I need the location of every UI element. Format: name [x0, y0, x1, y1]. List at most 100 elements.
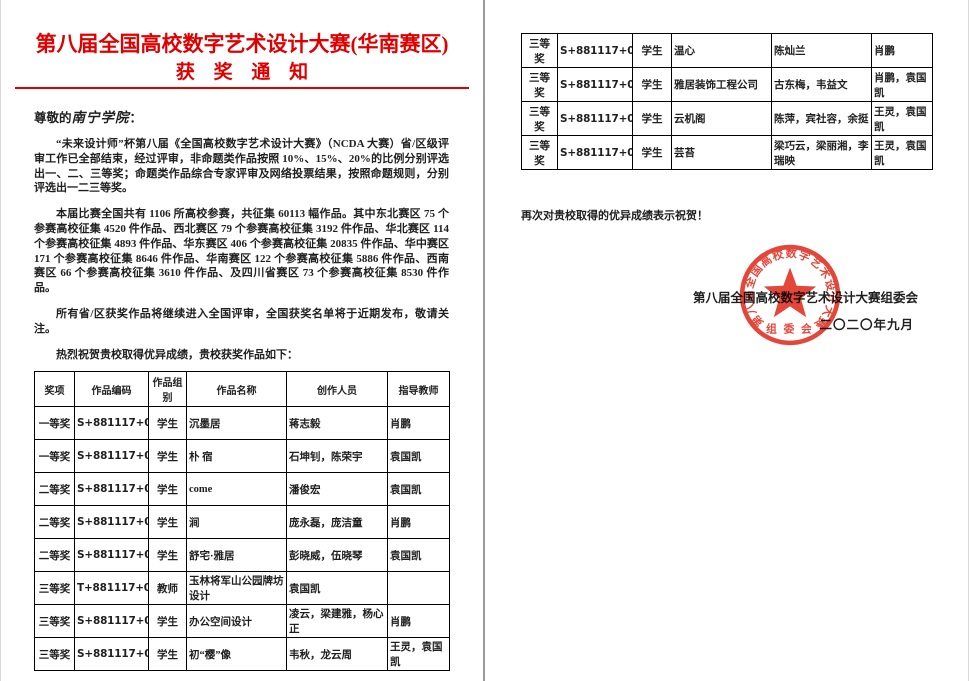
creators-cell: 庞永磊，庞洁童 — [286, 505, 388, 540]
advisor-cell: 肖鹏 — [387, 505, 450, 540]
group-cell: 学生 — [148, 604, 187, 639]
advisor-cell: 肖鹏，袁国凯 — [871, 67, 933, 102]
award-cell: 三等奖 — [34, 571, 75, 606]
table-row: 二等奖 S+881117+03+001 学生 涧 庞永磊，庞洁童 肖鹏 — [34, 505, 450, 540]
code-cell: S+881117+03+034 — [557, 33, 633, 68]
code-cell: S+881117+03+039 — [74, 472, 149, 507]
seal-bottom-text: 组 委 会 — [766, 323, 814, 336]
award-cell: 三等奖 — [34, 637, 75, 672]
group-cell: 学生 — [148, 505, 187, 540]
body-paragraph-1: “未来设计师”杯第八届《全国高校数字艺术设计大赛》（NCDA 大赛）省/区级评审… — [34, 138, 449, 195]
award-cell: 三等奖 — [34, 604, 75, 639]
title-underline — [15, 87, 469, 89]
title-cell: 云机阁 — [671, 101, 772, 136]
award-cell: 二等奖 — [34, 472, 75, 507]
body-paragraph-2: 本届比赛全国共有 1106 所高校参赛，共征集 60113 幅作品。其中东北赛区… — [34, 208, 449, 295]
title-cell: 雅居装饰工程公司 — [671, 67, 772, 102]
salutation: 尊敬的南宁学院： — [34, 106, 449, 126]
award-cell: 二等奖 — [34, 505, 75, 540]
table-row: 三等奖 S+881117+01+004 学生 云机阁 陈萍，宾社容，余挺 王灵，… — [521, 101, 933, 136]
page-right: 三等奖 S+881117+03+034 学生 温心 陈灿兰 肖鹏 三等奖 S+8… — [485, 0, 969, 681]
creators-cell: 潘俊宏 — [286, 472, 388, 507]
code-cell: S+881117+03+021 — [74, 538, 149, 573]
group-cell: 学生 — [148, 439, 187, 474]
page-title: 第八届全国高校数字艺术设计大赛(华南赛区) — [35, 32, 449, 56]
creators-cell: 古东梅，韦益文 — [771, 67, 872, 102]
advisor-cell: 袁国凯 — [387, 538, 450, 573]
award-cell: 一等奖 — [34, 439, 75, 474]
page-separator — [483, 0, 485, 681]
signature-date: 二〇二〇年九月 — [819, 318, 914, 332]
award-cell: 二等奖 — [34, 538, 75, 573]
header-award: 奖项 — [34, 371, 75, 408]
awards-table-header-row: 奖项 作品编码 作品组别 作品名称 创作人员 指导教师 — [34, 371, 450, 408]
title-cell: 办公空间设计 — [186, 604, 287, 639]
group-cell: 学生 — [148, 472, 187, 507]
title-cell: 玉林将军山公园牌坊设计 — [186, 571, 287, 606]
creators-cell: 凌云，梁建雅，杨心正 — [286, 604, 388, 639]
creators-cell: 彭晓威，伍晓琴 — [286, 538, 388, 573]
page-subtitle: 获 奖 通 知 — [175, 62, 316, 83]
group-cell: 学生 — [632, 33, 672, 68]
award-cell: 一等奖 — [34, 406, 75, 441]
salutation-prefix: 尊敬的 — [34, 111, 72, 125]
advisor-cell: 王灵，袁国凯 — [871, 135, 933, 170]
code-cell: S+881117+01+014 — [74, 637, 149, 672]
creators-cell: 陈萍，宾社容，余挺 — [771, 101, 872, 136]
creators-cell: 袁国凯 — [286, 571, 388, 606]
group-cell: 学生 — [632, 135, 672, 170]
school-name: 南宁学院 — [71, 110, 130, 125]
title-cell: 沉墨居 — [186, 406, 287, 441]
table-row: 三等奖 S+881117+03+048 学生 办公空间设计 凌云，梁建雅，杨心正… — [34, 604, 450, 639]
advisor-cell: 袁国凯 — [387, 439, 450, 474]
title-cell: 朴 宿 — [186, 439, 287, 474]
page-left: 第八届全国高校数字艺术设计大赛(华南赛区) 获 奖 通 知 尊敬的南宁学院： “… — [0, 0, 483, 681]
table-row: 二等奖 S+881117+03+021 学生 舒宅·雅居 彭晓威，伍晓琴 袁国凯 — [34, 538, 450, 573]
advisor-cell: 王灵，袁国凯 — [871, 101, 933, 136]
code-cell: S+881117+01+005 — [557, 135, 633, 170]
creators-cell: 石坤钊，陈荣宇 — [286, 439, 388, 474]
advisor-cell: 肖鹏 — [387, 406, 450, 441]
creators-cell: 陈灿兰 — [771, 33, 872, 68]
title-cell: come — [186, 472, 287, 507]
advisor-cell: 袁国凯 — [387, 472, 450, 507]
seal-ring — [739, 244, 841, 346]
title-cell: 初“樱”像 — [186, 637, 287, 672]
group-cell: 学生 — [148, 637, 187, 672]
award-cell: 三等奖 — [521, 101, 558, 136]
title-cell: 温心 — [671, 33, 772, 68]
table-row: 一等奖 S+881117+03+032 学生 沉墨居 蒋志毅 肖鹏 — [34, 406, 450, 441]
table-row: 三等奖 S+881117+03+034 学生 温心 陈灿兰 肖鹏 — [521, 33, 933, 68]
table-row: 一等奖 S+881117+03+018 学生 朴 宿 石坤钊，陈荣宇 袁国凯 — [34, 439, 450, 474]
code-cell: T+881117+02+001 — [74, 571, 149, 606]
code-cell: S+881117+01+004 — [557, 101, 633, 136]
salutation-colon: ： — [129, 111, 143, 125]
letter-body: 尊敬的南宁学院： “未来设计师”杯第八届《全国高校数字艺术设计大赛》（NCDA … — [34, 106, 450, 672]
award-cell: 三等奖 — [521, 33, 558, 68]
code-cell: S+881117+03+001 — [74, 505, 149, 540]
official-seal: 第八届全国高校数字艺术设计大赛 组 委 会 — [737, 242, 843, 348]
code-cell: S+881117+03+048 — [74, 604, 149, 639]
code-cell: S+881117+03+018 — [74, 439, 149, 474]
header-group: 作品组别 — [148, 371, 187, 408]
creators-cell: 蒋志毅 — [286, 406, 388, 441]
body-paragraph-3: 所有省/区获奖作品将继续进入全国评审，全国获奖名单将于近期发布，敬请关注。 — [34, 307, 449, 335]
code-cell: S+881117+03+032 — [74, 406, 149, 441]
table-row: 二等奖 S+881117+03+039 学生 come 潘俊宏 袁国凯 — [34, 472, 450, 507]
table-row: 三等奖 T+881117+02+001 教师 玉林将军山公园牌坊设计 袁国凯 — [34, 571, 450, 606]
group-cell: 学生 — [148, 406, 187, 441]
advisor-cell: 肖鹏 — [871, 33, 933, 68]
title-cell: 涧 — [186, 505, 287, 540]
seal-graphic: 第八届全国高校数字艺术设计大赛 组 委 会 — [739, 244, 841, 346]
closing-paragraph: 再次对贵校取得的优异成绩表示祝贺！ — [521, 210, 708, 222]
advisor-cell — [387, 571, 450, 606]
advisor-cell: 王灵，袁国凯 — [387, 637, 450, 672]
code-cell: S+881117+03+009 — [557, 67, 633, 102]
group-cell: 学生 — [632, 101, 672, 136]
awards-table: 奖项 作品编码 作品组别 作品名称 创作人员 指导教师 一等奖 S+881117… — [34, 371, 450, 672]
advisor-cell: 肖鹏 — [387, 604, 450, 639]
group-cell: 学生 — [148, 538, 187, 573]
title-cell: 芸苔 — [671, 135, 772, 170]
creators-cell: 梁巧云，梁丽湘，李瑞映 — [771, 135, 872, 170]
header-title: 作品名称 — [186, 371, 287, 408]
